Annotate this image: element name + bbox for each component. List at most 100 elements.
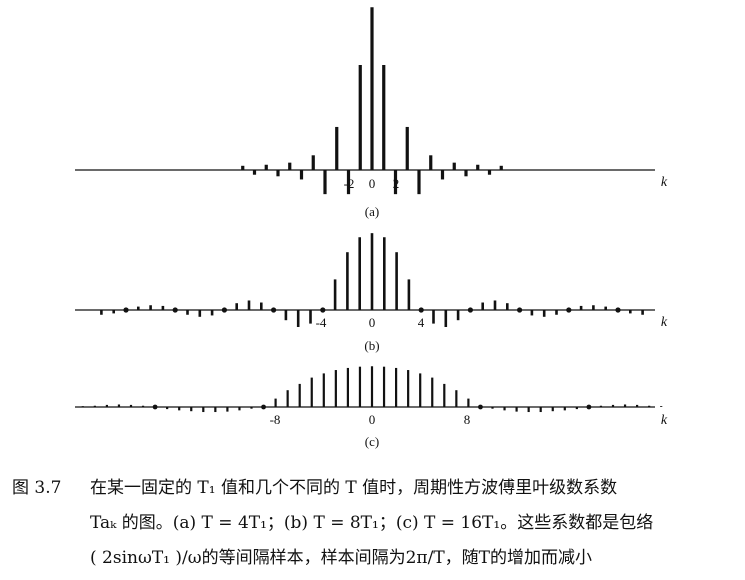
panel-c-tick-neg8: -8 — [270, 412, 281, 427]
panel-c-stem — [286, 390, 289, 407]
panel-c-stem — [370, 366, 374, 407]
panel-b-tick-neg4: -4 — [316, 315, 327, 330]
panel-c-stem — [648, 405, 651, 407]
panel-a-tick-0: 0 — [369, 176, 376, 191]
panel-b-stem — [210, 310, 214, 316]
panel-b-stem — [444, 310, 448, 327]
panel-c-stem — [334, 370, 337, 407]
panel-b-stem — [161, 305, 165, 310]
panel-a-stem — [346, 170, 351, 195]
panel-b-stem — [506, 303, 509, 310]
panel-b-stem — [579, 305, 583, 310]
panel-b-stem — [100, 310, 103, 315]
panel-b-tick-0: 0 — [369, 315, 376, 330]
panel-a: -2 0 2 k (a) — [75, 7, 668, 219]
panel-b-stem — [407, 279, 411, 310]
panel-b-stem — [296, 310, 300, 327]
panel-c-stem — [515, 407, 518, 412]
panel-c-stem — [358, 366, 362, 407]
panel-a-stem — [452, 162, 456, 170]
panel-b-stem — [137, 306, 140, 310]
figure-panels: -2 0 2 k (a) -4 0 4 k (b) -8 0 8 k (c) — [75, 7, 668, 449]
panel-c-stem — [527, 407, 530, 413]
panel-b-stem — [629, 310, 632, 314]
panel-a-stem — [335, 126, 339, 170]
panel-b-zero-point — [221, 307, 227, 313]
panel-a-stem — [299, 170, 304, 180]
panel-c-stem — [660, 406, 663, 407]
panel-b-zero-point — [123, 307, 129, 313]
panel-b-stem — [641, 310, 644, 315]
panel-c-stem — [419, 373, 422, 407]
panel-b-stem — [395, 252, 398, 310]
panel-b-stem — [198, 310, 202, 317]
panel-a-stem — [429, 155, 433, 170]
panel-a-tick-2: 2 — [393, 176, 400, 191]
panel-c-stem — [539, 407, 542, 413]
panel-c-label: (c) — [365, 434, 379, 449]
panel-c-stem — [575, 407, 578, 410]
panel-c-stem — [93, 405, 96, 407]
panel-c-stem — [431, 377, 434, 407]
panel-c-stem — [141, 405, 145, 407]
panel-a-stem — [464, 170, 468, 177]
panel-b-stem — [542, 310, 546, 317]
panel-a-k-label: k — [661, 175, 668, 190]
panel-c-stem — [395, 367, 398, 407]
panel-a-stem — [358, 65, 362, 170]
panel-a-label: (a) — [365, 204, 379, 219]
panel-b-label: (b) — [364, 338, 379, 353]
panel-c-stem — [636, 404, 639, 407]
panel-c-stem — [129, 404, 133, 407]
panel-b-stem — [333, 279, 337, 310]
panel-a-stem — [370, 7, 374, 170]
panel-c-stem — [214, 407, 217, 413]
panel-a-stem — [405, 126, 409, 170]
panel-b-stem — [149, 305, 152, 310]
panel-b-zero-point — [172, 307, 178, 313]
panel-a-stem — [440, 170, 445, 180]
panel-a-stem — [476, 164, 480, 170]
panel-b-stem — [432, 310, 435, 324]
panel-a-stem — [487, 170, 492, 175]
panel-b-zero-point — [566, 307, 572, 313]
panel-c-stem — [382, 366, 386, 407]
panel-a-stem — [264, 164, 268, 170]
panel-c-stem — [190, 407, 193, 412]
panel-c-stem — [551, 407, 554, 412]
panel-c-stem — [274, 398, 277, 407]
panel-a-stem — [417, 170, 421, 195]
panel-a-stem — [252, 170, 257, 175]
panel-c-k-label: k — [661, 413, 668, 428]
panel-c-stem — [238, 407, 241, 411]
panel-c-stem — [467, 398, 470, 407]
panel-c-stem — [599, 405, 603, 407]
panel-a-stem — [241, 165, 245, 170]
panel-b-stem — [530, 310, 534, 316]
panel-a-stem — [393, 170, 398, 195]
panel-b-stems — [100, 233, 644, 327]
panel-c-stem — [407, 370, 410, 407]
panel-b-stem — [493, 300, 497, 310]
panel-c-stem — [117, 404, 121, 407]
panel-c-stem — [322, 373, 325, 407]
panel-a-stem — [382, 65, 386, 170]
panel-b-stem — [112, 310, 115, 314]
panel-c-stem — [623, 404, 627, 407]
panel-c-stem — [611, 404, 615, 407]
panel-b-tick-4: 4 — [418, 315, 425, 330]
panel-b-stem — [592, 305, 595, 310]
panel-b-stem — [260, 302, 263, 310]
panel-b-zero-point — [467, 307, 473, 313]
panel-b-stem — [284, 310, 288, 321]
panel-c-stem — [250, 407, 253, 409]
panel-c-stem — [491, 407, 494, 409]
panel-c-stem — [443, 383, 446, 407]
panel-c-stem — [202, 407, 205, 413]
panel-c-zero-point — [478, 404, 483, 410]
panel-b-stem — [555, 310, 558, 315]
panel-c-stem — [226, 407, 229, 412]
panel-b-zero-point — [615, 307, 621, 313]
panel-c-stem — [105, 404, 108, 407]
panel-b-stem — [235, 303, 238, 310]
